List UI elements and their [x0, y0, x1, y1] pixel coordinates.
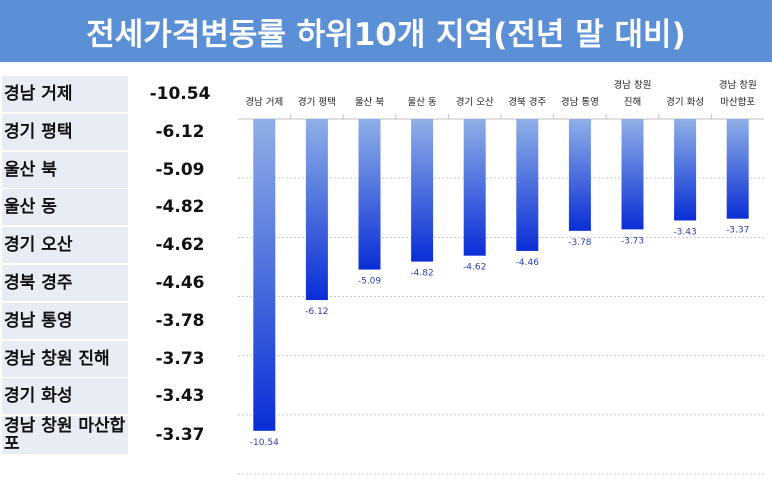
data-label: -4.46	[516, 258, 540, 268]
region-name: 경남 창원 진해	[2, 340, 128, 377]
region-table: 경남 거제 -10.54 경기 평택 -6.12 울산 북 -5.09 울산 동…	[2, 76, 226, 456]
bar	[726, 119, 749, 219]
chart-title: 전세가격변동률 하위10개 지역(전년 말 대비)	[0, 0, 772, 62]
region-value: -4.62	[155, 235, 205, 256]
data-label: -4.82	[410, 269, 433, 279]
region-name: 울산 동	[2, 189, 128, 226]
table-row: 경남 창원 진해 -3.73	[2, 340, 226, 377]
category-label: 울산 동	[407, 97, 436, 108]
table-row: 경남 거제 -10.54	[2, 76, 226, 112]
data-label: -3.37	[726, 226, 749, 236]
region-value: -5.09	[155, 159, 205, 180]
region-value: -10.54	[149, 84, 211, 104]
labels: -10.54 경남 거제 -6.12 경기 평택 -5.09 울산 북 -4.82 울산 동 -…	[245, 79, 756, 448]
data-label: -6.12	[305, 307, 328, 317]
region-name: 울산 북	[2, 151, 128, 188]
region-name: 경기 평택	[2, 113, 128, 150]
bar	[674, 119, 697, 221]
bar	[463, 119, 486, 256]
bar	[621, 119, 644, 230]
region-value: -3.43	[155, 386, 205, 407]
category-label: 마산합포	[720, 97, 755, 108]
data-label: -4.62	[463, 263, 486, 273]
table-row: 경북 경주 -4.46	[2, 264, 226, 301]
data-label: -3.78	[568, 238, 592, 248]
table-row: 경기 화성 -3.43	[2, 378, 226, 415]
region-name: 경기 오산	[2, 227, 128, 264]
category-label: 경남 통영	[561, 96, 599, 108]
bar	[516, 119, 539, 251]
table-row: 울산 동 -4.82	[2, 189, 226, 226]
region-value: -3.78	[155, 310, 205, 331]
data-label: -5.09	[358, 277, 382, 287]
region-value: -4.46	[155, 272, 205, 293]
category-label: 경기 화성	[666, 96, 704, 108]
category-label: 경기 평택	[298, 96, 336, 108]
region-name: 경남 거제	[2, 76, 128, 112]
region-value: -3.37	[155, 425, 205, 446]
bar	[358, 119, 381, 270]
category-label: 경기 오산	[456, 96, 494, 108]
category-label: 경남 창원	[614, 79, 652, 91]
table-row: 경남 창원 마산합포 -3.37	[2, 416, 226, 455]
category-label: 울산 북	[355, 97, 384, 108]
bar	[253, 119, 276, 431]
region-value: -6.12	[155, 121, 205, 142]
table-row: 경기 평택 -6.12	[2, 113, 226, 150]
region-name: 경남 창원 마산합포	[2, 416, 128, 455]
region-name: 경남 통영	[2, 302, 128, 339]
region-name: 경북 경주	[2, 264, 128, 301]
table-row: 경남 통영 -3.78	[2, 302, 226, 339]
bar	[411, 119, 434, 262]
table-row: 울산 북 -5.09	[2, 151, 226, 188]
data-label: -3.73	[621, 236, 644, 246]
data-label: -3.43	[673, 227, 696, 237]
bar	[305, 119, 328, 301]
bars	[253, 119, 749, 431]
category-label: 경북 경주	[508, 96, 546, 108]
category-label: 진해	[624, 96, 641, 108]
region-value: -3.73	[155, 348, 205, 369]
table-row: 경기 오산 -4.62	[2, 227, 226, 264]
category-label: 경남 거제	[245, 96, 283, 108]
region-value: -4.82	[155, 197, 205, 218]
data-label: -10.54	[250, 438, 279, 448]
bar	[568, 119, 591, 231]
region-name: 경기 화성	[2, 378, 128, 415]
category-label: 경남 창원	[719, 79, 757, 91]
